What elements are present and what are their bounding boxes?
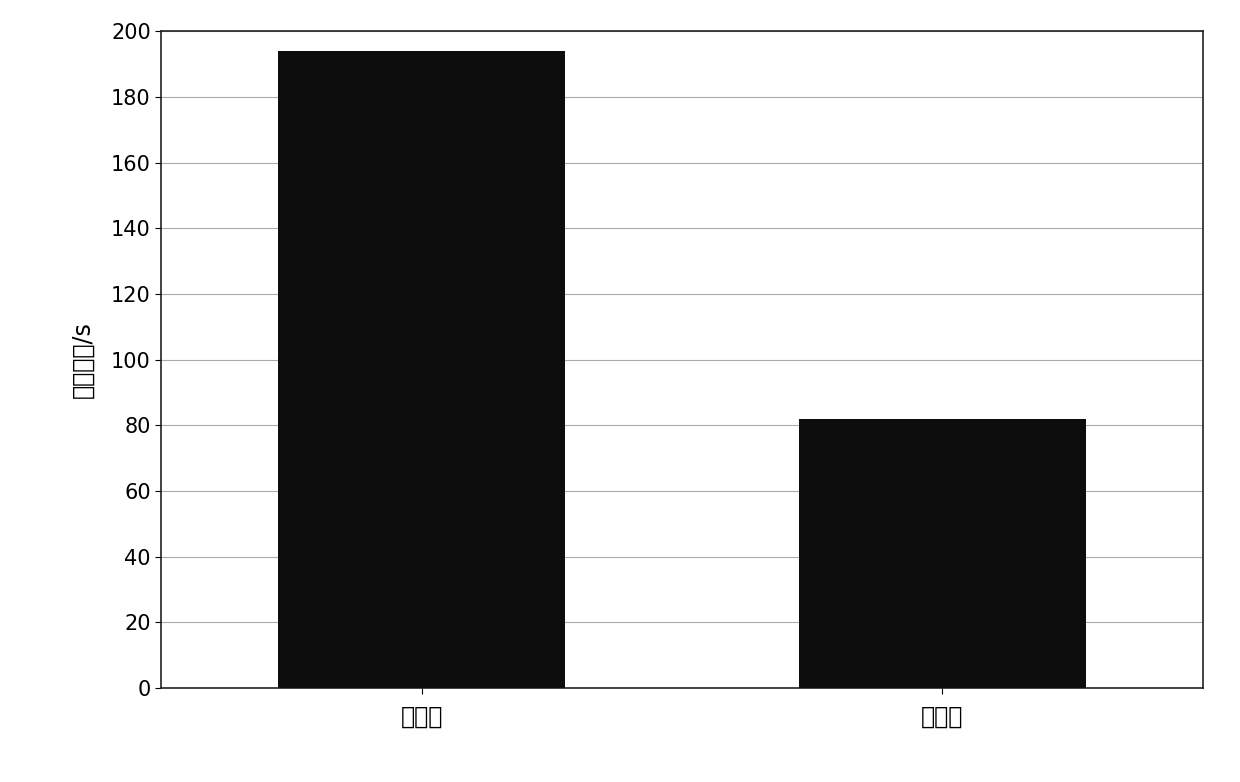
Bar <box>278 51 564 688</box>
Y-axis label: 放电时间/s: 放电时间/s <box>71 321 94 398</box>
Bar <box>799 419 1086 688</box>
